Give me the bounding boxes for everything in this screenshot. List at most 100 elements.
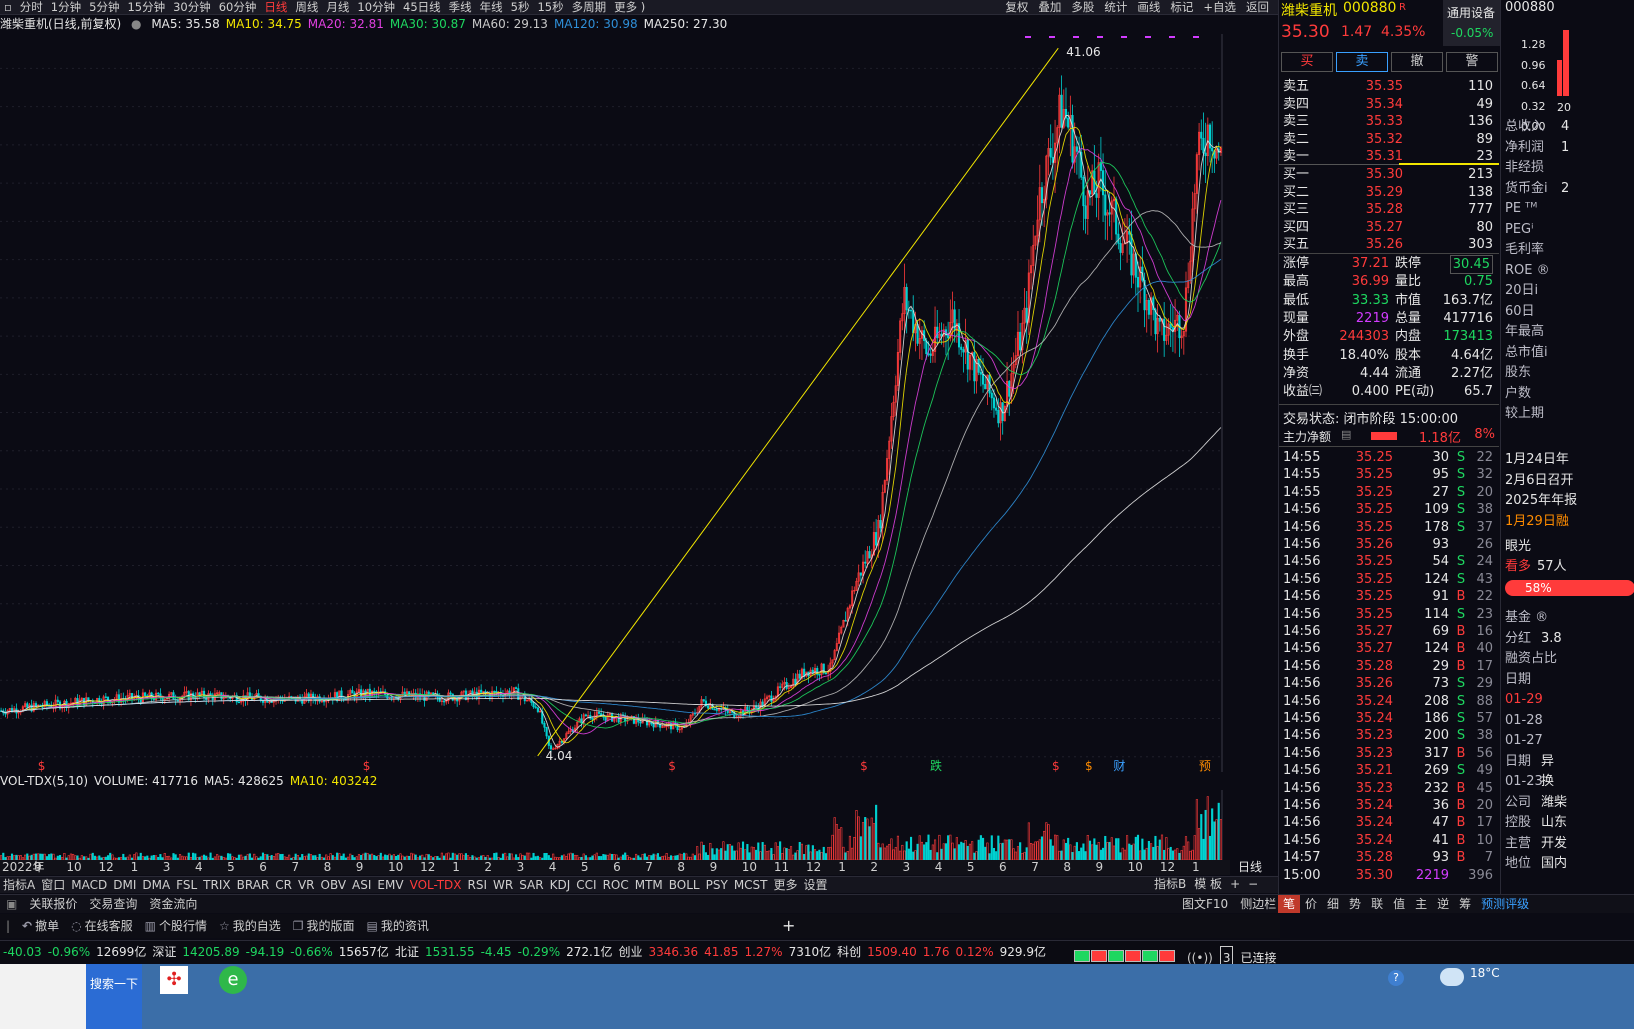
f10-row[interactable]: 户数 <box>1505 385 1531 402</box>
indicator-tab[interactable]: TRIX <box>203 878 231 892</box>
f10-row[interactable]: 基金 ® <box>1505 609 1548 626</box>
bid-row[interactable]: 买四 35.27 80 <box>1279 219 1499 236</box>
f10-row[interactable]: 20日i <box>1505 282 1538 299</box>
f10-row[interactable]: 01-27 <box>1505 732 1543 749</box>
period-tab[interactable]: 年线 <box>479 0 503 14</box>
panel-tab[interactable]: 势 <box>1349 897 1362 911</box>
period-tab[interactable]: 1分钟 <box>50 0 82 14</box>
indicator-tab[interactable]: FSL <box>176 878 198 892</box>
period-tab[interactable]: 30分钟 <box>173 0 211 14</box>
bottom-tab[interactable]: 交易查询 <box>89 897 138 911</box>
period-tab[interactable]: 月线 <box>326 0 350 14</box>
chart-tool-button[interactable]: 画线 <box>1137 0 1161 14</box>
news-item[interactable]: 2025年年报 <box>1505 493 1578 508</box>
indicator-tab[interactable]: MTM <box>634 878 663 892</box>
panel-tab[interactable]: 筹 <box>1459 897 1472 911</box>
indicator-tab[interactable]: ROC <box>602 878 629 892</box>
f10-row[interactable]: 控股 山东 <box>1505 814 1567 831</box>
f10-row[interactable]: 总市值i <box>1505 344 1548 361</box>
period-tab[interactable]: 5秒 <box>510 0 530 14</box>
f10-row[interactable]: 融资占比 <box>1505 650 1557 667</box>
bottom-tab[interactable]: 资金流向 <box>149 897 198 911</box>
f10-row[interactable]: 分红 3.8 <box>1505 630 1562 647</box>
indicator-tab[interactable]: SAR <box>519 878 544 892</box>
f10-row[interactable]: 非经损 <box>1505 159 1544 176</box>
indicator-tab[interactable]: OBV <box>320 878 347 892</box>
bid-row[interactable]: 买五 35.26 303 <box>1279 236 1499 253</box>
panel-tab[interactable]: 价 <box>1305 897 1318 911</box>
period-tab[interactable]: 更多 ) <box>614 0 646 14</box>
panel-tab[interactable]: 逆 <box>1437 897 1450 911</box>
indicator-tab[interactable]: KDJ <box>549 878 571 892</box>
f10-row[interactable]: 毛利率 <box>1505 241 1544 258</box>
f10-row[interactable]: PE ᵀᴹ <box>1505 200 1537 217</box>
indicator-tab[interactable]: VOL-TDX <box>409 878 462 892</box>
indicator-tab[interactable]: MCST <box>733 878 768 892</box>
news-item[interactable]: 1月24日年 <box>1505 452 1569 467</box>
f10-row[interactable]: 日期 <box>1505 671 1531 688</box>
indicator-tab[interactable]: RSI <box>467 878 488 892</box>
ask-row[interactable]: 卖二 35.32 89 <box>1279 131 1499 148</box>
indicator-right-button[interactable]: 指标B <box>1154 877 1187 891</box>
ma-toggle-icon[interactable]: ● <box>131 17 142 31</box>
indicator-right-button[interactable]: 模 板 <box>1194 877 1223 891</box>
period-tab[interactable]: 10分钟 <box>357 0 396 14</box>
news-item[interactable]: 1月29日融 <box>1505 513 1569 529</box>
panel-tab[interactable]: 联 <box>1371 897 1384 911</box>
period-tab[interactable]: 5分钟 <box>89 0 120 14</box>
buy-button[interactable]: 买 <box>1281 52 1333 72</box>
f10-row[interactable]: 01-28 <box>1505 712 1543 729</box>
indicator-tab[interactable]: WR <box>493 878 514 892</box>
period-tab[interactable]: 15秒 <box>537 0 564 14</box>
f10-row[interactable]: 总收入 4 <box>1505 118 1569 135</box>
bull-pill[interactable]: 58% <box>1505 580 1634 596</box>
period-tab[interactable]: 45日线 <box>403 0 441 14</box>
chart-tool-button[interactable]: 多股 <box>1071 0 1095 14</box>
chart-tool-button[interactable]: 标记 <box>1170 0 1194 14</box>
main-net-icon[interactable]: ▤ <box>1341 428 1352 441</box>
f10-row[interactable]: 较上期 <box>1505 405 1544 422</box>
indicator-tab[interactable]: EMV <box>377 878 404 892</box>
indicator-tab[interactable]: 设置 <box>803 878 828 892</box>
indicator-tab[interactable]: 更多 <box>773 878 798 892</box>
toolbar-button[interactable]: ❐ 我的版面 <box>287 914 361 938</box>
start-area[interactable] <box>0 964 86 1029</box>
panel-tab[interactable]: 主 <box>1415 897 1428 911</box>
indicator-right-button[interactable]: + <box>1230 877 1241 891</box>
search-box[interactable]: 搜索一下 <box>86 964 142 1029</box>
bottom-right-tab[interactable]: 侧边栏 <box>1240 897 1277 911</box>
bottom-right-tab[interactable]: 图文F10 <box>1182 897 1229 911</box>
indicator-tab[interactable]: MACD <box>71 878 108 892</box>
indicator-tab[interactable]: CR <box>275 878 292 892</box>
period-tab[interactable]: 60分钟 <box>218 0 257 14</box>
help-icon[interactable]: ? <box>1388 970 1404 986</box>
f10-row[interactable]: 货币金i 2 <box>1505 180 1569 197</box>
f10-row[interactable]: 公司 潍柴 <box>1505 794 1567 811</box>
f10-row[interactable]: 年最高 <box>1505 323 1544 340</box>
bid-row[interactable]: 买二 35.29 138 <box>1279 184 1499 201</box>
f10-row[interactable]: 01-29 <box>1505 691 1543 708</box>
indicator-right-button[interactable]: − <box>1248 877 1259 891</box>
indicator-tab[interactable]: PSY <box>705 878 728 892</box>
indicator-tab[interactable]: VR <box>297 878 315 892</box>
toolbar-button[interactable]: ▥ 个股行情 <box>139 914 213 938</box>
sector-box[interactable] <box>1443 0 1501 46</box>
ask-row[interactable]: 卖三 35.33 136 <box>1279 113 1499 130</box>
chart-tool-button[interactable]: 统计 <box>1104 0 1128 14</box>
indicator-tab[interactable]: 窗口 <box>41 878 66 892</box>
panel-toggle-icon[interactable]: ▣ <box>6 897 18 911</box>
toolbar-button[interactable]: ▤ 我的资讯 <box>361 914 435 938</box>
chart-tool-button[interactable]: 返回 <box>1246 0 1269 14</box>
bid-row[interactable]: 买三 35.28 777 <box>1279 201 1499 218</box>
sell-button[interactable]: 卖 <box>1336 52 1388 72</box>
f10-row[interactable]: PEGⁱ <box>1505 221 1533 238</box>
news-item[interactable]: 2月6日召开 <box>1505 472 1574 488</box>
f10-row[interactable]: ROE ® <box>1505 262 1550 279</box>
indicator-tab[interactable]: DMA <box>142 878 171 892</box>
chart-tool-button[interactable]: 复权 <box>1005 0 1029 14</box>
indicator-tab[interactable]: BOLL <box>668 878 700 892</box>
indicator-tab[interactable]: DMI <box>113 878 137 892</box>
panel-tab[interactable]: 预测评级 <box>1481 897 1530 911</box>
volume-chart[interactable]: 100005000X100 <box>0 790 1230 860</box>
indicator-tab[interactable]: CCI <box>576 878 597 892</box>
